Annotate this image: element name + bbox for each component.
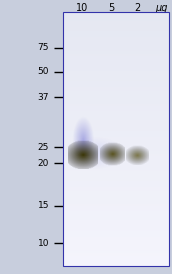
Text: 20: 20 xyxy=(38,158,49,167)
Text: 50: 50 xyxy=(37,67,49,76)
Text: 37: 37 xyxy=(37,93,49,101)
Text: 25: 25 xyxy=(38,142,49,152)
Text: 75: 75 xyxy=(37,44,49,53)
Text: 15: 15 xyxy=(37,201,49,210)
Text: 10: 10 xyxy=(76,3,89,13)
Text: 2: 2 xyxy=(135,3,141,13)
Text: 10: 10 xyxy=(37,238,49,247)
Text: 5: 5 xyxy=(109,3,115,13)
Bar xyxy=(63,12,169,266)
Text: μg: μg xyxy=(155,3,168,13)
